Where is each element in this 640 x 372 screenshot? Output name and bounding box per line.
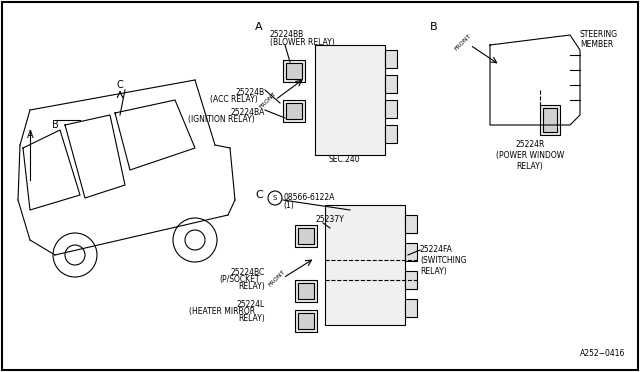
Bar	[283, 60, 305, 82]
Text: 25224FA
(SWITCHING
RELAY): 25224FA (SWITCHING RELAY)	[420, 245, 467, 276]
Text: 08566-6122A: 08566-6122A	[283, 193, 334, 202]
Text: C: C	[116, 80, 124, 90]
Text: 25224B: 25224B	[236, 88, 265, 97]
Text: STEERING
MEMBER: STEERING MEMBER	[580, 30, 618, 49]
Bar	[385, 125, 397, 143]
Text: 25237Y: 25237Y	[315, 215, 344, 224]
Text: A: A	[27, 130, 33, 140]
Text: A252−0416: A252−0416	[580, 349, 625, 358]
Bar	[385, 50, 397, 68]
Bar	[405, 299, 417, 317]
Bar	[540, 105, 560, 135]
Text: (IGNITION RELAY): (IGNITION RELAY)	[188, 115, 255, 124]
Text: 25224BB: 25224BB	[270, 30, 304, 39]
Bar	[405, 215, 417, 233]
Text: (ACC RELAY): (ACC RELAY)	[211, 95, 258, 104]
Text: S: S	[273, 195, 277, 201]
Text: 25224R
(POWER WINDOW
RELAY): 25224R (POWER WINDOW RELAY)	[496, 140, 564, 171]
Text: RELAY): RELAY)	[238, 282, 265, 291]
Text: SEC.240: SEC.240	[328, 155, 360, 164]
Bar	[315, 45, 385, 155]
Bar	[298, 313, 314, 329]
Text: (BLOWER RELAY): (BLOWER RELAY)	[270, 38, 335, 47]
Text: FRONT: FRONT	[259, 91, 277, 109]
Text: B: B	[52, 120, 58, 130]
Bar	[286, 103, 302, 119]
Bar	[295, 280, 317, 302]
Bar	[385, 100, 397, 118]
Text: (HEATER MIRROR: (HEATER MIRROR	[189, 307, 255, 316]
Bar	[543, 108, 557, 132]
Text: (P/SOCKET: (P/SOCKET	[220, 275, 260, 284]
Bar	[325, 205, 405, 325]
Text: 25224BC: 25224BC	[231, 268, 265, 277]
Text: FRONT: FRONT	[454, 33, 472, 51]
Bar	[405, 271, 417, 289]
Text: FRONT: FRONT	[268, 269, 286, 287]
Bar	[286, 63, 302, 79]
Text: (1): (1)	[283, 201, 294, 210]
Bar	[385, 75, 397, 93]
Text: A: A	[255, 22, 262, 32]
Bar	[405, 243, 417, 261]
Bar	[298, 283, 314, 299]
Bar	[295, 225, 317, 247]
Bar	[295, 310, 317, 332]
Bar	[283, 100, 305, 122]
Text: C: C	[255, 190, 263, 200]
Bar	[298, 228, 314, 244]
Text: 25224BA: 25224BA	[230, 108, 265, 117]
Text: RELAY): RELAY)	[238, 314, 265, 323]
Text: B: B	[430, 22, 438, 32]
Text: 25224L: 25224L	[237, 300, 265, 309]
